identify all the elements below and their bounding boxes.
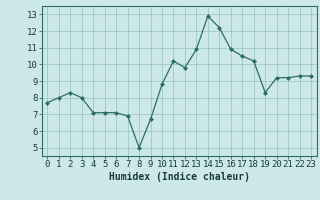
X-axis label: Humidex (Indice chaleur): Humidex (Indice chaleur) bbox=[109, 172, 250, 182]
